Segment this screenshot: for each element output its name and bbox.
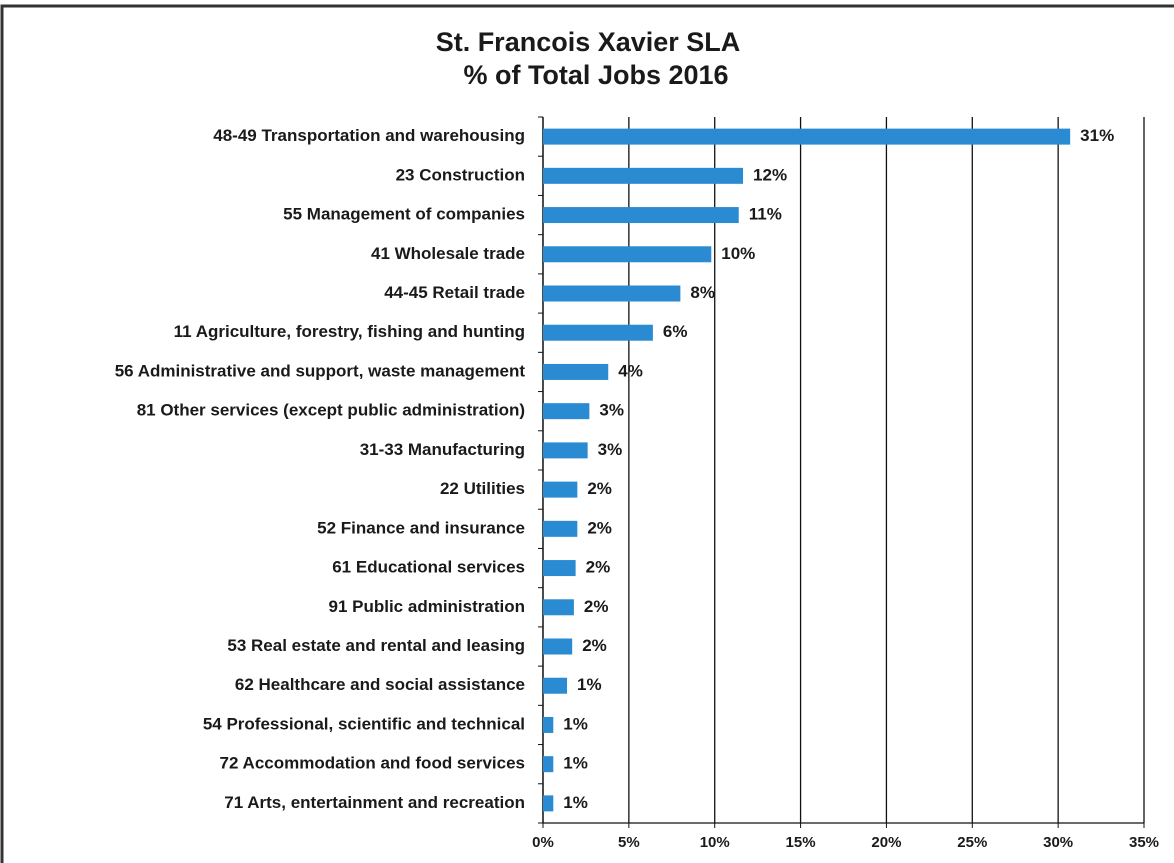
frame bbox=[0, 4, 1174, 863]
bar bbox=[543, 560, 576, 577]
bar bbox=[543, 246, 712, 263]
y-tick-label: 44-45 Retail trade bbox=[384, 283, 525, 302]
data-label: 1% bbox=[563, 793, 588, 812]
y-tick-label: 61 Educational services bbox=[332, 558, 525, 577]
y-tick-label: 52 Finance and insurance bbox=[317, 518, 525, 537]
x-tick-label: 15% bbox=[786, 834, 816, 851]
y-tick-label: 55 Management of companies bbox=[283, 205, 525, 224]
bar bbox=[543, 756, 554, 773]
bar bbox=[543, 403, 590, 420]
y-tick-label: 23 Construction bbox=[396, 165, 525, 184]
bar bbox=[543, 324, 653, 341]
bar bbox=[543, 285, 681, 302]
data-label: 3% bbox=[598, 440, 623, 459]
x-tick-label: 5% bbox=[618, 834, 640, 851]
bar bbox=[543, 638, 573, 655]
data-label: 12% bbox=[753, 165, 787, 184]
data-label: 4% bbox=[618, 361, 643, 380]
y-tick-label: 91 Public administration bbox=[329, 597, 526, 616]
bar bbox=[543, 520, 578, 537]
y-tick-label: 31-33 Manufacturing bbox=[360, 440, 525, 459]
data-label: 3% bbox=[599, 401, 624, 420]
bar bbox=[543, 128, 1071, 145]
y-tick-label: 41 Wholesale trade bbox=[371, 244, 525, 263]
y-tick-label: 54 Professional, scientific and technica… bbox=[203, 714, 525, 733]
bar bbox=[543, 795, 554, 812]
y-tick-label: 71 Arts, entertainment and recreation bbox=[224, 793, 525, 812]
bar bbox=[543, 599, 574, 616]
data-label: 2% bbox=[586, 558, 611, 577]
bar bbox=[543, 442, 588, 459]
x-tick-label: 0% bbox=[532, 834, 554, 851]
bar bbox=[543, 481, 578, 498]
y-tick-label: 62 Healthcare and social assistance bbox=[235, 675, 525, 694]
y-tick-label: 48-49 Transportation and warehousing bbox=[213, 126, 525, 145]
data-label: 1% bbox=[577, 675, 602, 694]
data-label: 1% bbox=[563, 714, 588, 733]
y-tick-label: 81 Other services (except public adminis… bbox=[137, 401, 525, 420]
bar bbox=[543, 167, 744, 184]
chart-title: St. Francois Xavier SLA bbox=[436, 27, 741, 57]
bar bbox=[543, 716, 554, 733]
data-label: 2% bbox=[582, 636, 607, 655]
y-tick-label: 72 Accommodation and food services bbox=[220, 754, 525, 773]
data-label: 2% bbox=[584, 597, 609, 616]
y-tick-label: 53 Real estate and rental and leasing bbox=[227, 636, 525, 655]
data-label: 10% bbox=[721, 244, 755, 263]
x-tick-label: 35% bbox=[1129, 834, 1159, 851]
x-tick-label: 25% bbox=[957, 834, 987, 851]
data-label: 11% bbox=[749, 205, 782, 224]
y-tick-label: 22 Utilities bbox=[440, 479, 525, 498]
data-label: 31% bbox=[1080, 126, 1114, 145]
data-label: 2% bbox=[587, 479, 612, 498]
x-tick-label: 30% bbox=[1043, 834, 1073, 851]
bar bbox=[543, 677, 568, 694]
x-tick-label: 20% bbox=[871, 834, 901, 851]
data-label: 1% bbox=[563, 754, 588, 773]
x-tick-label: 10% bbox=[700, 834, 730, 851]
data-label: 8% bbox=[690, 283, 715, 302]
data-label: 6% bbox=[663, 322, 688, 341]
bar bbox=[543, 363, 609, 380]
bar bbox=[543, 207, 739, 224]
data-label: 2% bbox=[587, 518, 612, 537]
chart-subtitle: % of Total Jobs 2016 bbox=[463, 60, 728, 90]
y-tick-label: 11 Agriculture, forestry, fishing and hu… bbox=[174, 322, 525, 341]
y-tick-label: 56 Administrative and support, waste man… bbox=[115, 361, 526, 380]
